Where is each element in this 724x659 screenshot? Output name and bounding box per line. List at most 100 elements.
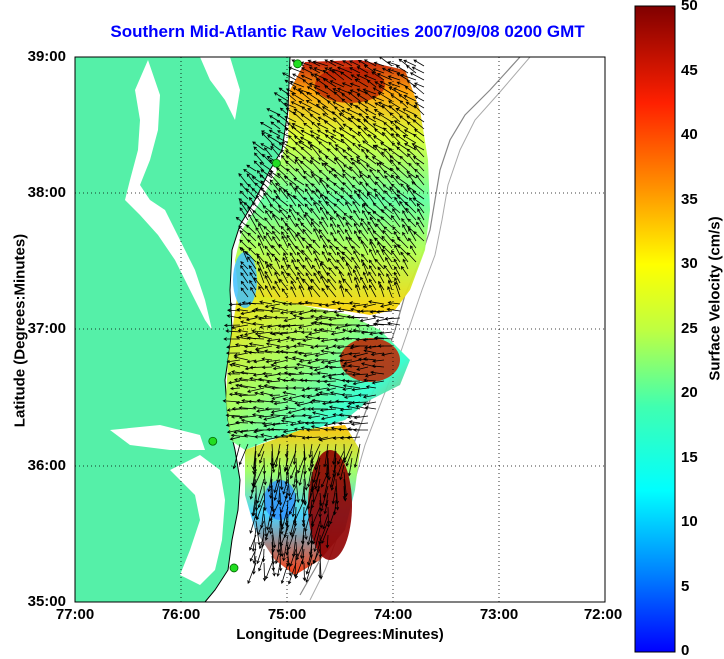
velocity-arrow	[378, 85, 393, 95]
velocity-arrow	[387, 68, 401, 74]
velocity-arrow	[226, 429, 241, 434]
velocity-arrow	[249, 365, 265, 370]
velocity-arrow	[308, 331, 321, 336]
velocity-arrow	[398, 115, 409, 123]
velocity-arrow	[281, 72, 297, 81]
velocity-arrow	[398, 58, 409, 67]
y-axis-label: Latitude (Degrees:Minutes)	[11, 233, 29, 428]
velocity-arrow	[354, 283, 361, 298]
velocity-arrow	[390, 250, 401, 263]
colorbar-tick-label: 45	[681, 62, 698, 79]
velocity-arrow	[387, 321, 401, 326]
velocity-arrow	[300, 113, 313, 123]
velocity-arrow	[228, 380, 241, 385]
velocity-arrow	[223, 337, 241, 341]
velocity-arrow	[264, 270, 273, 284]
x-axis-label: Longitude (Degrees:Minutes)	[236, 626, 444, 643]
velocity-arrow	[395, 108, 409, 116]
velocity-arrow	[318, 169, 329, 179]
velocity-arrow	[372, 210, 385, 221]
velocity-arrow	[312, 520, 321, 545]
velocity-arrow	[310, 321, 321, 326]
velocity-arrow	[306, 464, 313, 488]
velocity-arrow	[372, 116, 385, 123]
velocity-arrow	[309, 366, 321, 370]
velocity-arrow	[238, 393, 257, 398]
velocity-arrow	[238, 383, 257, 389]
velocity-arrow	[326, 271, 337, 284]
velocity-arrow	[381, 352, 393, 357]
velocity-arrow	[362, 140, 377, 151]
velocity-arrow	[302, 264, 313, 277]
velocity-arrow	[263, 415, 281, 421]
velocity-arrow	[298, 285, 305, 298]
velocity-arrow	[314, 450, 321, 471]
station-marker	[271, 158, 281, 168]
velocity-arrow	[343, 246, 353, 256]
velocity-arrow	[247, 205, 257, 221]
velocity-arrow	[249, 534, 257, 551]
velocity-arrow	[327, 257, 337, 270]
velocity-arrow	[413, 82, 425, 88]
velocity-arrow	[361, 148, 369, 158]
velocity-arrow	[349, 67, 361, 74]
velocity-arrow	[239, 239, 249, 249]
velocity-arrow	[325, 184, 337, 193]
velocity-arrow	[226, 359, 241, 364]
velocity-arrow	[285, 107, 297, 116]
velocity-arrow	[340, 195, 353, 207]
x-tick-label: 77:00	[55, 606, 95, 623]
velocity-arrow	[381, 131, 393, 144]
velocity-arrow	[278, 541, 283, 557]
velocity-arrow	[359, 173, 369, 186]
velocity-arrow	[333, 173, 345, 186]
velocity-arrow	[287, 272, 297, 284]
velocity-arrow	[239, 201, 249, 214]
velocity-arrow	[222, 399, 241, 403]
velocity-arrow	[356, 93, 369, 102]
velocity-arrow	[342, 387, 353, 391]
velocity-arrow	[231, 370, 249, 375]
velocity-arrow	[354, 265, 361, 277]
velocity-arrow	[260, 186, 273, 200]
velocity-arrow	[354, 105, 369, 116]
velocity-arrow	[276, 136, 289, 144]
velocity-arrow	[318, 141, 329, 151]
velocity-arrow	[316, 371, 329, 375]
velocity-arrow	[335, 147, 345, 158]
velocity-arrow	[412, 84, 425, 95]
velocity-arrow	[345, 201, 353, 214]
velocity-arrow	[406, 171, 417, 179]
velocity-arrow	[235, 335, 249, 340]
velocity-arrow	[337, 307, 353, 312]
velocity-arrow	[240, 261, 249, 270]
velocity-arrow	[251, 527, 257, 552]
velocity-arrow	[293, 135, 305, 144]
velocity-arrow	[326, 95, 337, 102]
velocity-arrow	[365, 164, 377, 172]
velocity-arrow	[268, 172, 281, 186]
velocity-arrow	[270, 413, 289, 417]
velocity-arrow	[236, 308, 249, 312]
velocity-arrow	[303, 175, 313, 186]
velocity-arrow	[323, 162, 337, 172]
velocity-arrow	[341, 169, 353, 179]
velocity-arrow	[351, 135, 361, 144]
velocity-arrow	[372, 314, 385, 319]
velocity-arrow	[291, 122, 305, 130]
y-tick-label: 38:00	[27, 184, 66, 201]
velocity-arrow	[279, 209, 289, 221]
velocity-arrow	[382, 245, 393, 256]
velocity-arrow	[287, 214, 297, 228]
velocity-arrow	[342, 485, 347, 500]
velocity-arrow	[356, 159, 369, 172]
velocity-arrow	[339, 284, 345, 298]
velocity-field-north	[235, 60, 430, 315]
velocity-arrow	[268, 129, 281, 137]
velocity-arrow	[303, 197, 313, 207]
velocity-arrow	[295, 233, 305, 249]
colorbar-tick-label: 0	[681, 642, 690, 659]
velocity-arrow	[291, 259, 297, 270]
velocity-arrow	[416, 221, 425, 235]
velocity-arrow	[246, 164, 257, 172]
